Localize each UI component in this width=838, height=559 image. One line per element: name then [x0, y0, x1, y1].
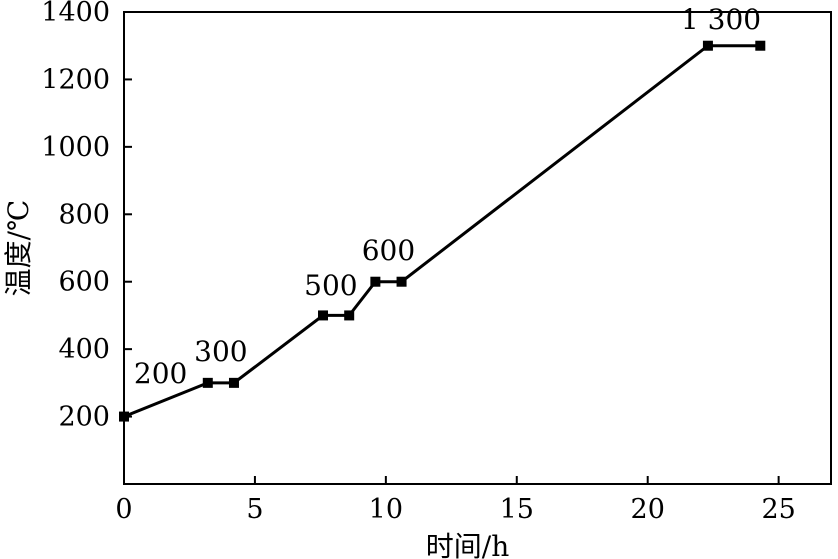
x-tick-label: 25: [761, 494, 795, 525]
y-tick-label: 400: [58, 334, 110, 365]
data-point-marker: [344, 310, 355, 321]
x-tick-label: 15: [500, 494, 534, 525]
chart-labels: 0 5 10 15 20 25 200 400 600 800 1000 1200 1400 时间/h 温度…: [2, 0, 796, 559]
data-point-marker: [318, 310, 329, 321]
x-tick-label: 10: [369, 494, 403, 525]
data-point-marker: [202, 377, 213, 388]
x-tick-label: 20: [631, 494, 665, 525]
y-tick-label: 600: [58, 267, 110, 298]
data-point-marker: [119, 411, 129, 422]
data-point-marker: [755, 40, 766, 51]
plot-frame: [123, 11, 832, 485]
y-tick-label: 1400: [41, 0, 110, 28]
y-axis-title: 温度/℃: [2, 200, 35, 297]
data-label: 500: [304, 269, 357, 302]
y-tick-label: 200: [58, 402, 110, 433]
x-tick-label: 0: [115, 494, 132, 525]
data-point-marker: [396, 276, 407, 287]
data-point-marker: [228, 377, 239, 388]
data-point-marker: [702, 40, 713, 51]
y-tick-label: 800: [58, 199, 110, 230]
y-tick-label: 1200: [41, 64, 110, 95]
data-label: 1 300: [681, 3, 761, 36]
data-label: 200: [134, 357, 187, 390]
x-tick-label: 5: [246, 494, 263, 525]
data-label: 300: [194, 335, 247, 368]
x-axis-title: 时间/h: [426, 530, 509, 559]
chart-axes: [123, 11, 832, 485]
data-label: 600: [362, 234, 415, 267]
data-point-marker: [370, 276, 381, 287]
chart-series: [119, 40, 766, 422]
y-tick-label: 1000: [41, 132, 110, 163]
